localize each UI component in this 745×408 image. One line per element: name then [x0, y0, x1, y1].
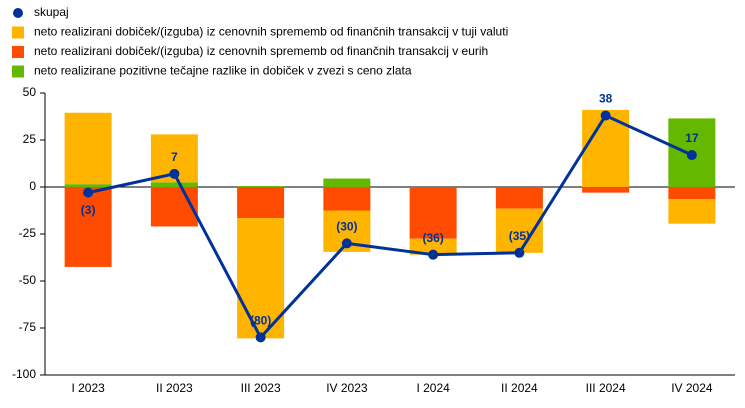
- x-tick-label: II 2024: [501, 381, 538, 395]
- legend-label: neto realizirane pozitivne tečajne razli…: [34, 64, 412, 78]
- y-tick-label: -25: [19, 226, 37, 240]
- legend-marker: [13, 8, 23, 18]
- data-label: (30): [336, 220, 357, 234]
- total-point: [83, 187, 94, 198]
- data-label: (80): [250, 314, 271, 328]
- bar-segment: [64, 112, 112, 185]
- bar-segment: [237, 186, 285, 187]
- total-point: [600, 110, 611, 121]
- bar-segment: [668, 187, 716, 200]
- x-tick-label: III 2024: [586, 381, 626, 395]
- data-label: 17: [685, 131, 699, 145]
- total-point: [255, 332, 266, 343]
- total-point: [686, 150, 697, 161]
- x-tick-label: III 2023: [241, 381, 281, 395]
- data-label: (36): [422, 231, 443, 245]
- total-point: [169, 168, 180, 179]
- data-label: 7: [171, 150, 178, 164]
- bar-segment: [323, 187, 371, 211]
- y-tick-label: 0: [29, 179, 36, 193]
- x-tick-label: I 2023: [71, 381, 105, 395]
- y-tick-label: -100: [12, 367, 36, 381]
- legend-label: neto realizirani dobiček/(izguba) iz cen…: [34, 25, 508, 39]
- bar-segment: [409, 187, 457, 239]
- bar-segment: [495, 208, 543, 253]
- x-tick-label: IV 2024: [671, 381, 713, 395]
- bar-segment: [582, 187, 630, 193]
- x-tick-label: I 2024: [416, 381, 450, 395]
- bar-segment: [409, 238, 457, 255]
- total-point: [514, 247, 525, 258]
- legend-swatch: [12, 65, 24, 78]
- bar-segment: [323, 178, 371, 187]
- total-point: [428, 249, 439, 260]
- bar-segment: [150, 182, 198, 187]
- legend-swatch: [12, 26, 24, 39]
- x-tick-label: IV 2023: [326, 381, 368, 395]
- bar-segment: [64, 184, 112, 187]
- total-line: [87, 113, 693, 340]
- bar-segment: [64, 187, 112, 267]
- data-label: 38: [599, 92, 613, 106]
- bar-segment: [668, 199, 716, 224]
- data-label: (35): [509, 229, 530, 243]
- legend-label: neto realizirani dobiček/(izguba) iz cen…: [34, 44, 488, 58]
- data-label: (3): [81, 203, 96, 217]
- bar-segment: [495, 187, 543, 209]
- y-tick-label: -75: [19, 320, 37, 334]
- legend-swatch: [12, 46, 24, 58]
- y-tick-label: 25: [23, 132, 37, 146]
- bar-segment: [237, 187, 285, 219]
- total-point: [341, 238, 352, 249]
- y-tick-label: -50: [19, 273, 37, 287]
- y-tick-label: 50: [23, 85, 37, 99]
- x-tick-label: II 2023: [156, 381, 193, 395]
- legend-label: skupaj: [34, 5, 69, 19]
